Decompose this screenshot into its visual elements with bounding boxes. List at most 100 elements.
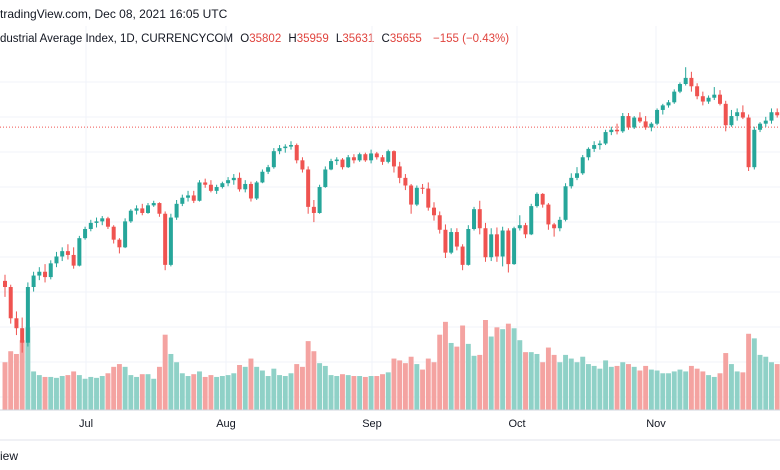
candle-body — [592, 145, 597, 149]
candle — [723, 100, 728, 132]
candle — [105, 216, 110, 229]
candle — [374, 151, 379, 160]
candle-body — [340, 159, 345, 168]
candle-body — [25, 287, 30, 343]
candle — [517, 215, 522, 231]
volume-bar — [648, 369, 654, 410]
candle-body — [580, 157, 585, 174]
candle — [197, 180, 202, 202]
candle — [380, 154, 385, 165]
candle — [552, 222, 557, 237]
candles — [3, 67, 780, 353]
volume-bar — [122, 366, 128, 410]
volume-bar — [511, 328, 517, 410]
volume-bar — [225, 375, 231, 410]
volume-bar — [82, 378, 88, 410]
volume-bar — [614, 365, 620, 410]
candle-body — [163, 213, 168, 265]
candle-body — [500, 230, 505, 257]
candle-body — [3, 280, 7, 287]
candle-body — [769, 112, 774, 121]
volume-bar — [774, 364, 780, 410]
volume-bar — [563, 354, 569, 410]
candle-body — [666, 102, 671, 106]
candle-body — [311, 206, 316, 213]
volume-bar — [534, 353, 540, 410]
candle — [563, 183, 568, 222]
candle — [649, 122, 654, 132]
volume-bar — [174, 362, 180, 410]
volume-bar — [626, 364, 631, 410]
candle — [208, 180, 213, 193]
candle-body — [723, 103, 728, 126]
volume-bar — [717, 373, 723, 410]
volume-bar — [402, 363, 408, 410]
volume-bar — [134, 376, 140, 410]
candle — [557, 216, 562, 232]
volume-bar — [488, 336, 494, 410]
candle — [575, 167, 579, 181]
candle-body — [672, 91, 677, 103]
candle — [48, 260, 53, 280]
candle-body — [283, 146, 288, 149]
candle — [146, 203, 150, 214]
candle — [226, 177, 231, 187]
candle — [643, 116, 648, 130]
candle — [529, 203, 534, 236]
volume-bar — [740, 372, 746, 410]
x-tick-label: Jul — [79, 418, 93, 430]
candle — [494, 227, 499, 262]
candle — [677, 82, 682, 94]
candle-body — [88, 222, 93, 229]
candle-body — [758, 123, 763, 130]
candle-body — [186, 195, 191, 198]
candle-body — [294, 145, 299, 161]
volume-bar — [288, 373, 294, 410]
volume-bars — [2, 320, 780, 410]
candle-body — [351, 157, 356, 161]
volume-bar — [391, 358, 397, 410]
candle — [695, 83, 700, 100]
candle — [632, 116, 637, 130]
candle-body — [243, 183, 248, 190]
volume-bar — [465, 343, 471, 410]
candle — [191, 190, 196, 204]
candle — [294, 143, 299, 164]
volume-bar — [523, 352, 528, 410]
candle — [77, 235, 82, 267]
candle-body — [323, 169, 328, 188]
candle-body — [689, 77, 694, 87]
volume-bar — [448, 342, 454, 410]
volume-bar — [248, 358, 254, 410]
volume-bar — [208, 375, 214, 410]
candle — [432, 202, 436, 221]
volume-bar — [408, 356, 414, 410]
candle — [220, 181, 225, 189]
candle — [603, 129, 608, 146]
volume-bar — [362, 376, 368, 410]
volume-bar — [202, 376, 208, 410]
candle-body — [494, 234, 499, 257]
candle — [752, 126, 757, 170]
volume-bar — [242, 366, 248, 410]
candle — [397, 161, 402, 184]
volume-bar — [2, 362, 8, 410]
candle-body — [31, 275, 36, 287]
volume-bar — [345, 375, 351, 410]
volume-bar — [42, 376, 48, 410]
candle — [460, 244, 465, 271]
candle — [271, 148, 276, 169]
candle — [186, 190, 191, 202]
candle — [660, 103, 665, 115]
candle-body — [197, 182, 202, 201]
candle-body — [14, 318, 19, 329]
volume-bar — [442, 321, 448, 410]
candle-body — [454, 232, 459, 247]
candle-body — [735, 112, 740, 117]
grid-lines — [0, 26, 780, 410]
candle — [689, 71, 694, 92]
candle-body — [77, 238, 82, 266]
candle — [534, 192, 539, 208]
volume-bar — [608, 366, 614, 410]
